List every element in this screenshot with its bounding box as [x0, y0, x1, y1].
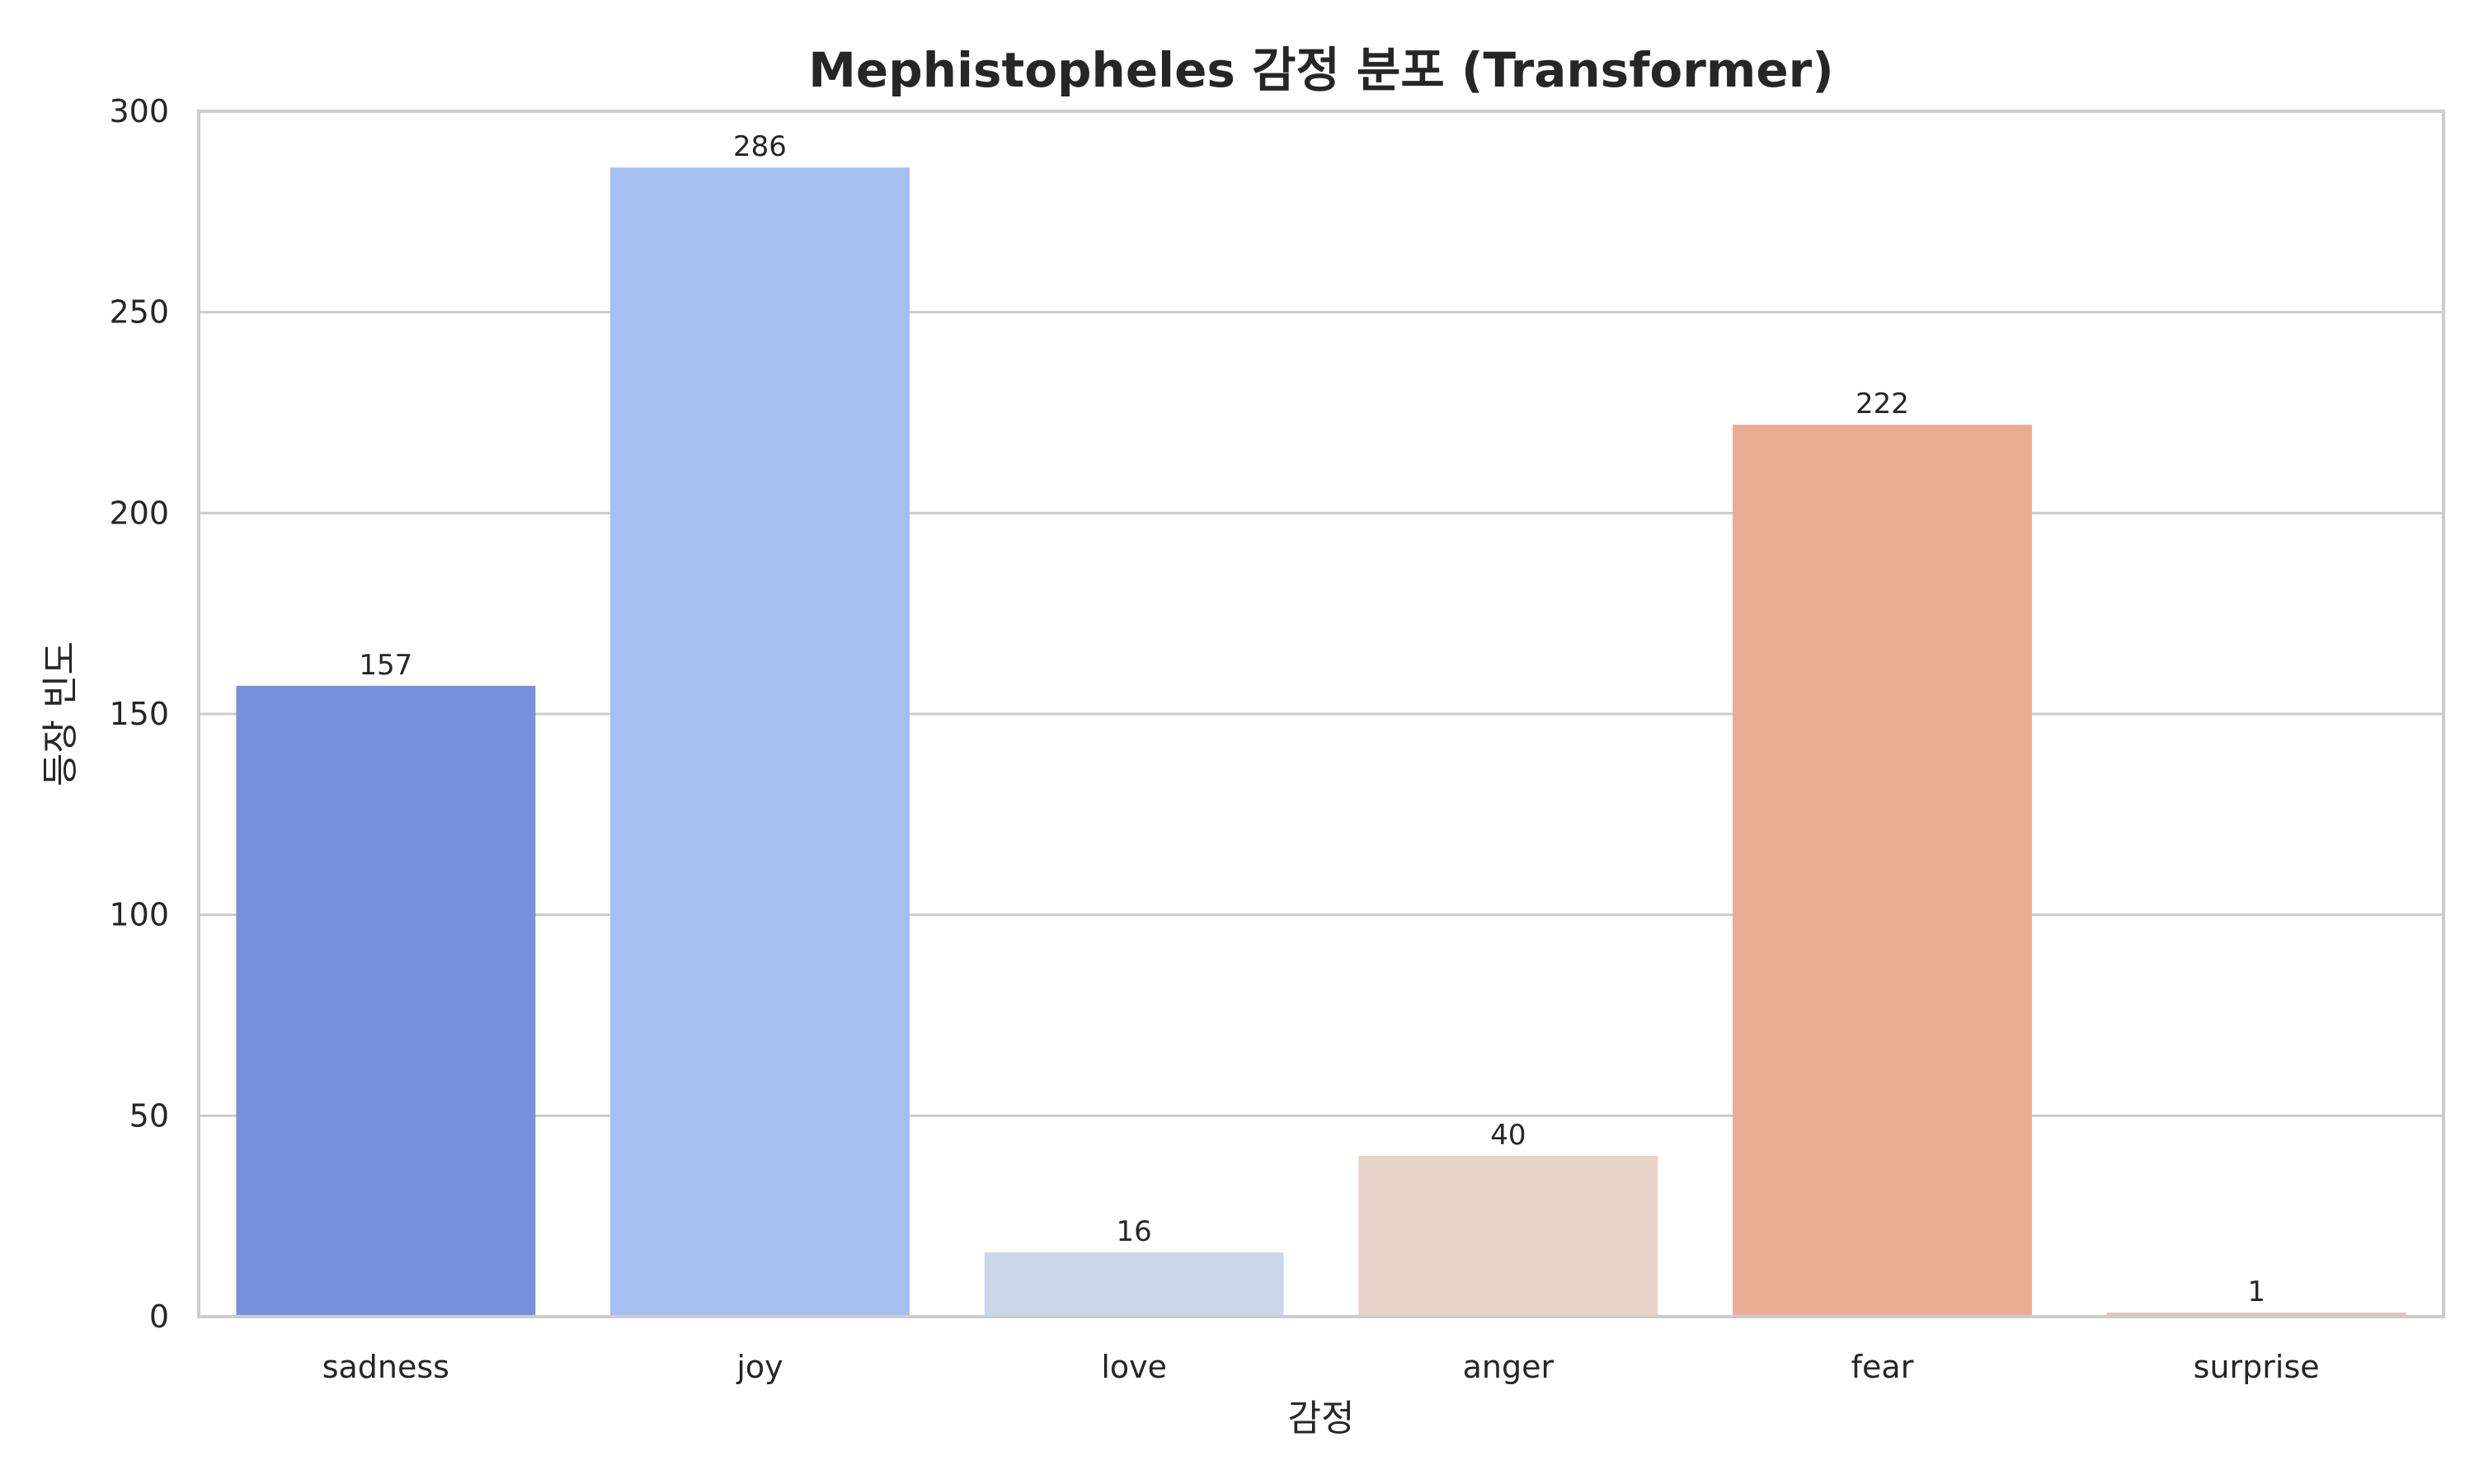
- bar-value-label: 157: [359, 649, 412, 682]
- y-axis-label: 등장 빈도: [40, 641, 82, 787]
- x-tick-label: sadness: [322, 1349, 449, 1385]
- bar-sadness: [236, 685, 536, 1317]
- x-tick-label: love: [1101, 1349, 1167, 1385]
- bar-value-label: 40: [1490, 1119, 1526, 1152]
- y-tick-label: 250: [109, 294, 169, 331]
- bar-value-label: 286: [733, 130, 787, 163]
- bar-value-label: 222: [1856, 387, 1909, 420]
- x-tick-label: fear: [1851, 1349, 1914, 1385]
- y-tick-label: 50: [129, 1097, 169, 1134]
- bar-surprise: [2106, 1313, 2406, 1317]
- bar-value-label: 1: [2247, 1275, 2265, 1308]
- bar-fear: [1733, 425, 2032, 1317]
- y-tick-label: 200: [109, 495, 169, 531]
- bars: [236, 167, 2406, 1317]
- x-tick-label: anger: [1463, 1349, 1554, 1385]
- y-tick-label: 0: [149, 1298, 169, 1335]
- bar-love: [984, 1252, 1284, 1317]
- x-tick-label: joy: [736, 1349, 783, 1385]
- chart-title: Mephistopheles 감정 분포 (Transformer): [808, 42, 1834, 98]
- y-tick-label: 150: [109, 696, 169, 732]
- bar-joy: [610, 167, 910, 1317]
- plot-frame: [197, 110, 2445, 1318]
- y-tick-label: 100: [109, 897, 169, 933]
- y-tick-labels: 0 50 100 150 200 250 300: [109, 93, 169, 1335]
- x-axis-label: 감정: [1288, 1397, 1355, 1439]
- y-tick-label: 300: [109, 93, 169, 129]
- x-tick-labels: sadness joy love anger fear surprise: [322, 1349, 2320, 1385]
- bar-value-labels: 157 286 16 40 222 1: [359, 130, 2265, 1308]
- x-tick-label: surprise: [2194, 1349, 2320, 1385]
- bar-anger: [1358, 1156, 1658, 1317]
- bar-value-label: 16: [1117, 1215, 1152, 1248]
